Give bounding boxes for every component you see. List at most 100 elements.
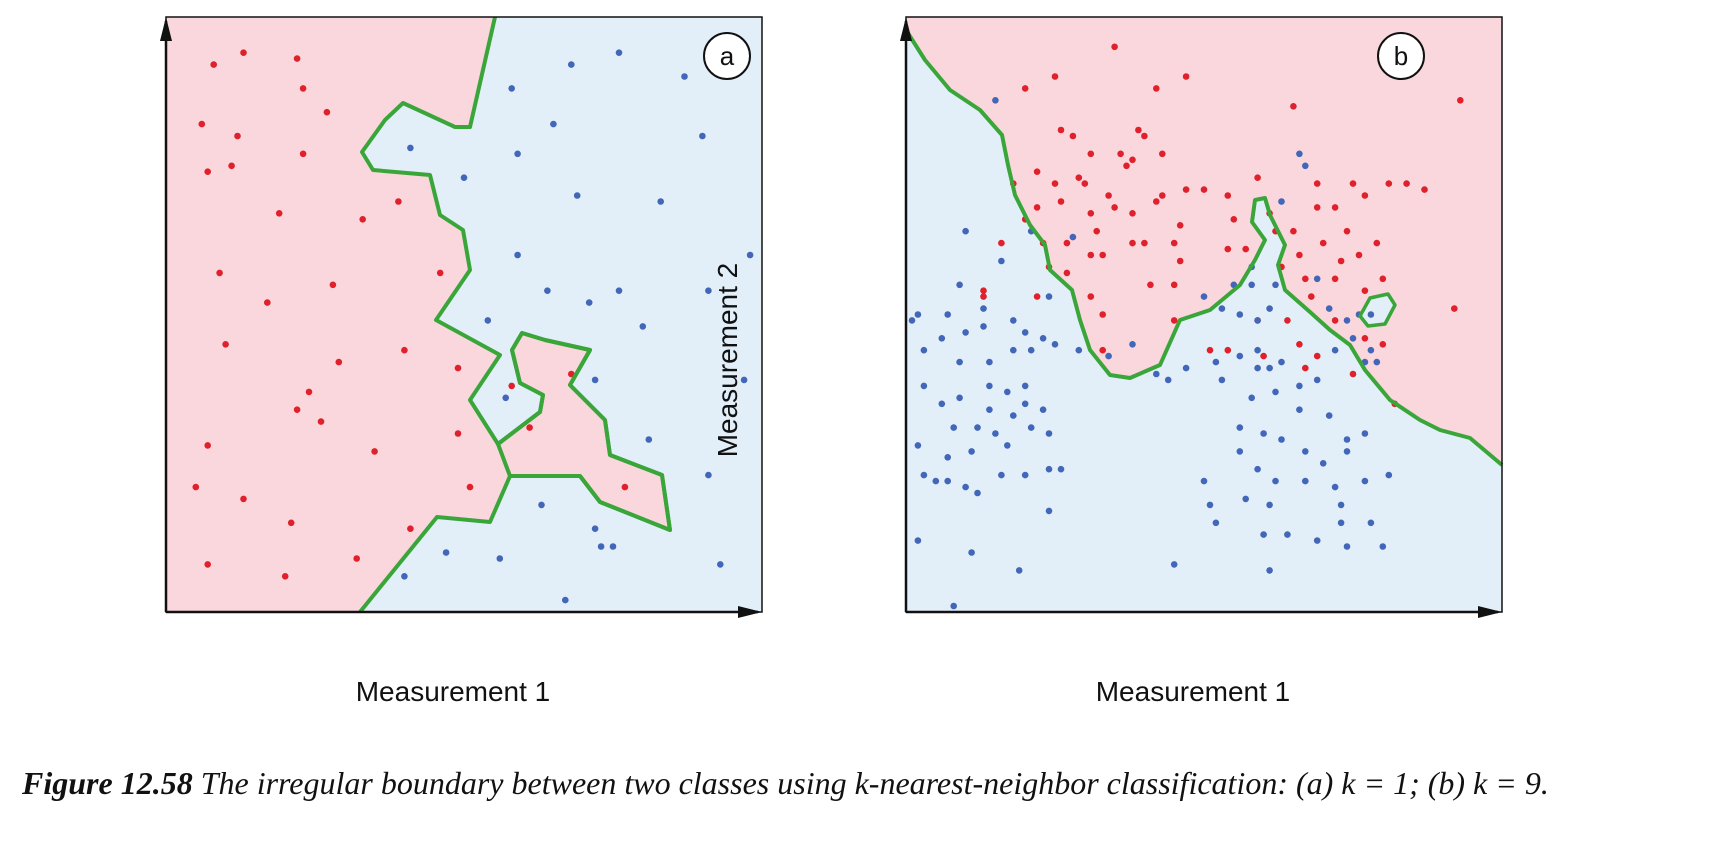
blue-data-point [1242,495,1249,503]
blue-data-point [615,287,623,295]
blue-data-point [1343,543,1351,550]
panel-tag-b: b [1377,32,1425,80]
red-data-point [1129,239,1136,247]
blue-data-point [938,400,946,408]
blue-data-point [1039,406,1047,414]
blue-data-point [1254,364,1261,372]
blue-data-point [1278,358,1285,366]
blue-data-point [1337,519,1345,527]
red-data-point [1355,251,1363,259]
red-data-point [1349,180,1357,187]
red-data-point [1087,210,1095,217]
blue-data-point [1200,293,1208,300]
blue-data-point [1313,376,1321,384]
red-data-point [305,388,313,396]
blue-data-point [1004,442,1011,449]
blue-data-point [496,555,504,562]
red-data-point [353,555,361,562]
red-data-point [568,370,575,378]
blue-data-point [914,311,922,318]
blue-data-point [1367,519,1375,527]
class-red-region [166,17,510,612]
red-data-point [1087,251,1095,259]
blue-data-point [1045,507,1053,515]
blue-data-point [950,424,957,431]
blue-data-point [1337,501,1345,509]
panel-b: Measurement 2 Measurement 1 b [712,0,1504,720]
blue-data-point [920,346,928,354]
red-data-point [1087,150,1095,158]
blue-data-point [968,549,975,556]
blue-data-point [1313,275,1321,283]
red-data-point [395,198,402,205]
blue-data-point [1069,233,1077,241]
blue-data-point [962,227,969,235]
red-data-point [240,495,247,503]
red-data-point [1170,281,1178,289]
red-data-point [1176,257,1184,265]
red-data-point [980,293,987,300]
red-data-point [1224,245,1232,253]
blue-data-point [1075,346,1083,354]
red-data-point [466,483,474,491]
blue-data-point [986,358,993,366]
blue-data-point [615,49,623,56]
red-data-point [454,364,462,372]
red-data-point [1313,352,1321,360]
blue-data-point [717,561,724,568]
red-data-point [454,430,462,437]
blue-data-point [986,406,993,414]
blue-data-point [740,376,748,384]
red-data-point [1254,174,1261,181]
caption-text: The irregular boundary between two class… [200,765,1549,801]
blue-data-point [938,335,946,342]
blue-data-point [920,382,928,390]
x-axis-arrow [738,606,762,618]
blue-data-point [1325,305,1333,312]
blue-data-point [1027,424,1035,431]
blue-data-point [442,549,450,556]
red-data-point [1057,198,1065,205]
panel-a: Measurement 2 Measurement 1 a [0,0,763,720]
blue-data-point [1343,317,1351,324]
y-axis-label: Measurement 2 [0,263,3,458]
blue-data-point [1170,561,1178,568]
x-axis-arrow [1478,606,1502,618]
red-data-point [1361,335,1369,342]
blue-data-point [1045,465,1053,473]
blue-data-point [980,323,987,330]
red-data-point [407,525,414,532]
panel-a-plot [160,16,763,618]
class-boundary-line [496,331,672,532]
panel-b-plot [900,16,1504,618]
blue-data-point [1182,364,1190,372]
blue-data-point [944,477,951,485]
red-data-point [1242,245,1249,253]
red-data-point [1313,180,1321,187]
blue-data-point [1325,412,1333,419]
red-data-point [1260,352,1267,360]
red-data-point [1087,293,1095,300]
blue-data-point [992,430,999,437]
red-data-point [198,120,206,128]
red-data-point [299,150,307,158]
blue-data-point [1278,198,1285,205]
red-data-point [1230,216,1238,223]
red-data-point [299,85,307,92]
blue-data-point [502,394,510,402]
blue-data-point [1373,358,1381,366]
red-data-point [1033,204,1041,211]
red-data-point [1069,132,1077,140]
blue-data-point [974,489,981,497]
blue-data-point [1272,281,1279,289]
blue-data-point [645,436,653,443]
red-data-point [1379,341,1387,348]
red-data-point [526,424,533,431]
blue-data-point [1021,400,1029,408]
red-data-point [293,55,301,62]
blue-data-point [1057,465,1065,473]
blue-data-point [1331,346,1339,354]
blue-data-point [1266,305,1273,312]
red-data-point [1159,150,1166,158]
blue-data-point [974,424,981,431]
